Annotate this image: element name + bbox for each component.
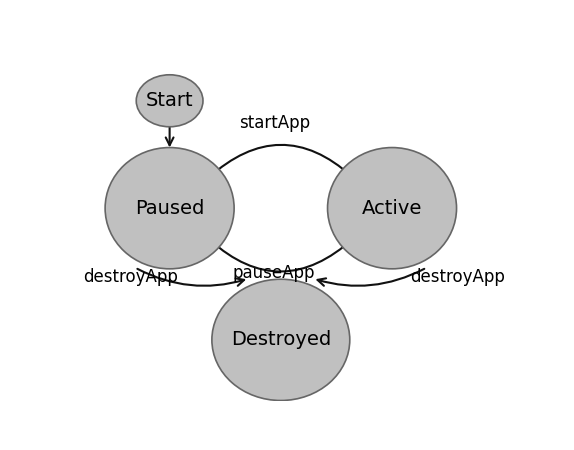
Ellipse shape — [328, 148, 456, 269]
Ellipse shape — [136, 75, 203, 127]
FancyArrowPatch shape — [317, 269, 424, 286]
Text: Active: Active — [362, 199, 422, 218]
Text: pauseApp: pauseApp — [233, 264, 315, 282]
FancyArrowPatch shape — [208, 145, 352, 178]
Text: Start: Start — [146, 91, 193, 110]
FancyArrowPatch shape — [166, 127, 173, 145]
Text: destroyApp: destroyApp — [83, 269, 178, 287]
FancyArrowPatch shape — [137, 269, 244, 286]
Text: startApp: startApp — [239, 114, 310, 132]
Ellipse shape — [105, 148, 234, 269]
FancyArrowPatch shape — [210, 238, 354, 271]
Text: destroyApp: destroyApp — [410, 269, 506, 287]
Text: Paused: Paused — [135, 199, 204, 218]
Text: Destroyed: Destroyed — [231, 330, 331, 349]
Ellipse shape — [212, 279, 350, 400]
